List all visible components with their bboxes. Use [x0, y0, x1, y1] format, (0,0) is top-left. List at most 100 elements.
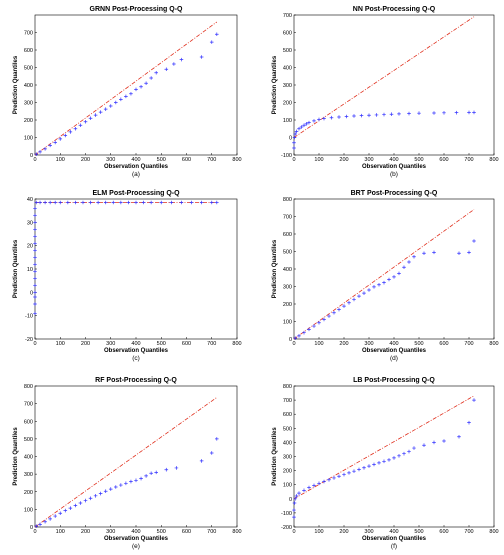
- x-tick-label: 400: [131, 529, 140, 535]
- panel-caption: (d): [390, 355, 398, 362]
- x-tick-label: 100: [314, 529, 323, 535]
- data-point: [103, 107, 108, 111]
- data-point: [68, 130, 73, 134]
- data-point: [174, 466, 179, 470]
- y-axis-label: Prediction Quantiles: [272, 427, 278, 486]
- reference-line: [34, 397, 218, 528]
- x-tick-label: 300: [364, 529, 373, 535]
- data-point: [467, 110, 471, 115]
- data-point: [33, 290, 37, 295]
- data-point: [66, 200, 70, 205]
- data-point: [372, 285, 376, 289]
- data-point: [134, 200, 138, 205]
- y-tick-label: 200: [283, 302, 292, 308]
- data-point: [407, 260, 411, 264]
- x-tick-label: 800: [232, 529, 241, 535]
- chart-title: LB Post-Processing Q-Q: [353, 377, 435, 384]
- y-tick-label: 300: [283, 285, 292, 291]
- data-point: [134, 87, 138, 92]
- x-tick-label: 0: [33, 341, 36, 347]
- data-point: [169, 200, 174, 205]
- data-point: [297, 334, 301, 338]
- x-axis-label: Observation Quantiles: [362, 164, 427, 170]
- data-point: [337, 474, 341, 479]
- data-point: [432, 111, 436, 115]
- y-tick-label: 40: [27, 197, 33, 203]
- x-tick-label: 400: [389, 157, 398, 163]
- data-point: [124, 94, 128, 99]
- data-point: [189, 200, 194, 205]
- data-point: [294, 494, 299, 498]
- data-point: [88, 116, 93, 121]
- data-point: [472, 398, 476, 402]
- qq-panel-4: BRT Post-Processing Q-Q 0 100 200 300 400 500 6…: [272, 190, 499, 362]
- x-tick-label: 800: [232, 157, 241, 163]
- x-axis-label: Observation Quantiles: [362, 536, 427, 542]
- data-point: [78, 123, 83, 128]
- x-tick-label: 300: [106, 341, 115, 347]
- x-tick-label: 0: [292, 529, 295, 535]
- data-point: [98, 491, 103, 496]
- data-point: [392, 275, 396, 279]
- data-point: [33, 220, 37, 225]
- y-tick-label: 200: [283, 101, 292, 107]
- x-tick-label: 700: [207, 157, 216, 163]
- data-point: [114, 485, 118, 489]
- y-tick-label: 600: [24, 419, 33, 425]
- data-point: [389, 112, 394, 117]
- data-point: [357, 467, 361, 472]
- x-tick-label: 500: [414, 529, 423, 535]
- data-point: [382, 112, 386, 117]
- data-point: [111, 200, 116, 205]
- data-point: [352, 114, 356, 118]
- y-tick-label: 300: [24, 472, 33, 478]
- x-tick-label: 0: [33, 157, 36, 163]
- x-tick-label: 500: [157, 157, 166, 163]
- y-tick-label: 100: [24, 507, 33, 513]
- chart-title: ELM Post-Processing Q-Q: [92, 190, 180, 197]
- x-tick-label: 700: [207, 529, 216, 535]
- y-tick-label: 0: [289, 337, 292, 343]
- x-tick-label: 600: [182, 529, 191, 535]
- y-tick-label: 800: [283, 384, 292, 390]
- data-point: [83, 119, 88, 124]
- data-point: [149, 200, 153, 205]
- data-point: [322, 479, 326, 484]
- data-point: [307, 120, 311, 125]
- data-point: [312, 324, 316, 328]
- x-tick-label: 500: [414, 157, 423, 163]
- x-axis-label: Observation Quantiles: [104, 348, 169, 354]
- y-tick-label: -100: [281, 511, 292, 517]
- data-point: [58, 200, 63, 205]
- data-point: [422, 443, 426, 448]
- y-axis-label: Prediction Quantiles: [272, 55, 278, 114]
- chart-title: RF Post-Processing Q-Q: [95, 377, 177, 384]
- y-tick-label: -20: [25, 337, 33, 343]
- y-tick-label: 0: [289, 136, 292, 142]
- data-point: [412, 446, 416, 450]
- y-tick-label: 500: [283, 426, 292, 432]
- data-point: [457, 434, 461, 439]
- panel-caption: (f): [391, 543, 397, 550]
- data-point: [43, 519, 47, 524]
- data-point: [33, 248, 37, 253]
- data-point: [179, 200, 184, 205]
- data-point: [48, 517, 52, 521]
- data-point: [359, 113, 364, 118]
- x-tick-label: 400: [131, 157, 140, 163]
- data-point: [299, 125, 304, 129]
- data-point: [377, 282, 381, 287]
- data-point: [48, 143, 52, 148]
- x-tick-label: 400: [389, 341, 398, 347]
- y-tick-label: 400: [283, 267, 292, 273]
- data-point: [302, 123, 306, 128]
- data-point: [63, 133, 68, 138]
- data-point: [317, 481, 321, 486]
- y-tick-label: 600: [283, 31, 292, 37]
- data-point: [93, 494, 98, 498]
- data-point: [149, 471, 153, 476]
- data-point: [215, 437, 219, 441]
- data-point: [337, 115, 341, 119]
- y-tick-label: 100: [283, 118, 292, 124]
- data-point: [38, 200, 42, 205]
